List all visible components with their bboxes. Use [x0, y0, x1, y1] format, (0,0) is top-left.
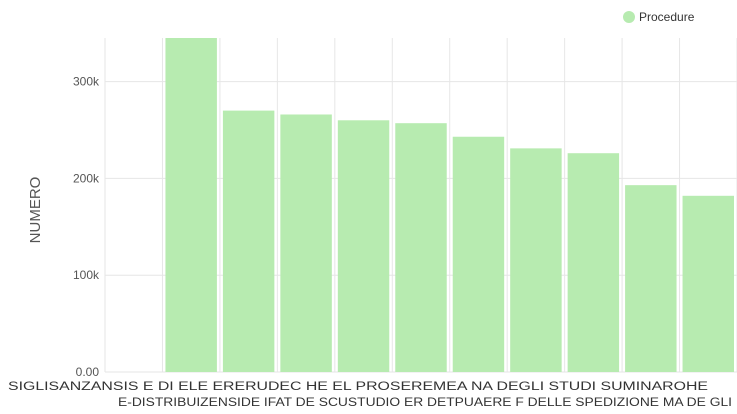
y-tick-labels: 0.00 100k 200k 300k [73, 75, 100, 379]
bar[interactable] [567, 153, 620, 372]
bars [165, 38, 734, 372]
x-tick-label-row-1: SIGLISANZANSIS E DI ELE ERERUDEC HE EL P… [8, 381, 708, 393]
y-tick-label: 100k [73, 268, 100, 282]
bar[interactable] [625, 185, 677, 372]
bar[interactable] [682, 195, 734, 372]
legend[interactable]: Procedure [623, 10, 695, 24]
y-tick-label: 200k [73, 171, 100, 185]
bar[interactable] [395, 123, 447, 372]
bar[interactable] [280, 114, 332, 372]
x-tick-labels: SIGLISANZANSIS E DI ELE ERERUDEC HE EL P… [8, 381, 732, 409]
bar[interactable] [165, 38, 217, 372]
legend-label: Procedure [639, 10, 695, 24]
bar[interactable] [510, 148, 562, 372]
y-tick-label: 300k [73, 75, 100, 89]
bar[interactable] [452, 136, 505, 372]
y-axis-label: NUMERO [27, 177, 44, 244]
bar[interactable] [222, 110, 275, 372]
y-tick-label: 0.00 [76, 365, 100, 379]
legend-swatch [623, 11, 635, 23]
bar[interactable] [337, 120, 390, 372]
x-tick-label-row-2: E-DISTRIBUIZENSIDE IFAT DE SCUSTUDIO ER … [118, 397, 732, 409]
